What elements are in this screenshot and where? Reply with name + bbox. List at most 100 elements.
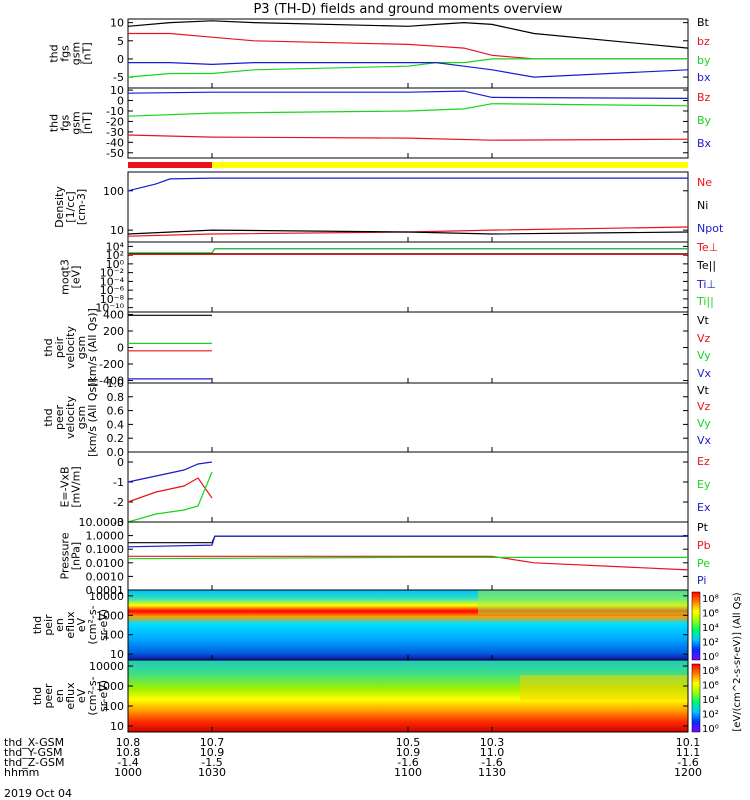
- xaxis-value: 10.3: [480, 736, 505, 749]
- legend-Pt: Pt: [697, 521, 709, 534]
- ytick-label: 0: [117, 456, 124, 469]
- ylabel: thdpeerenefluxeV(cm²-s-sr-eV): [31, 676, 110, 715]
- ytick-label: 200: [103, 325, 124, 338]
- ytick-label: 100: [103, 185, 124, 198]
- xaxis-value: 10.5: [396, 736, 421, 749]
- ytick-label: 1.0000: [86, 530, 125, 543]
- panel-10: 10000 1000 100 10thdpeerenefluxeV(cm²-s-sr-…: [31, 659, 689, 733]
- ytick-label: 1000: [96, 680, 124, 693]
- ytick-label: -20: [106, 115, 124, 128]
- ytick-label: -30: [106, 126, 124, 139]
- xaxis-value: -1.5: [201, 756, 222, 769]
- ytick-label: 10⁻⁸: [100, 293, 125, 306]
- colorbar-tick: 10²: [702, 638, 719, 649]
- series-Bx: [127, 90, 689, 99]
- legend-Pb: Pb: [697, 539, 711, 552]
- legend-By: By: [697, 114, 712, 127]
- legend-Ti⊥: Ti⊥: [696, 278, 716, 291]
- ytick-label: 10⁻²: [100, 267, 124, 280]
- ytick-label: 400: [103, 308, 124, 321]
- series-Pi: [127, 535, 688, 548]
- legend-Vx: Vx: [697, 367, 712, 380]
- xaxis-value: -1.6: [397, 756, 418, 769]
- legend-Ey: Ey: [697, 478, 711, 491]
- ytick-label: -1: [113, 476, 124, 489]
- xaxis-value: 1030: [198, 766, 226, 779]
- ytick-label: 0.0100: [86, 557, 125, 570]
- plot-title: P3 (TH-D) fields and ground moments over…: [253, 2, 562, 17]
- series-bx: [128, 61, 689, 78]
- legend-Vy: Vy: [697, 349, 711, 362]
- spectrogram-enhancement: [520, 675, 688, 700]
- colorbar-tick: 10⁶: [702, 609, 719, 620]
- xaxis-value: 1000: [114, 766, 142, 779]
- ytick-label: 0: [117, 342, 124, 355]
- ytick-label: 10⁻¹⁰: [95, 302, 124, 315]
- ytick-label: 0.0: [107, 446, 125, 459]
- colorbar-strip: [691, 663, 701, 733]
- ytick-label: 10: [110, 648, 124, 661]
- xaxis-value: 11.0: [480, 746, 505, 759]
- legend-bz: bz: [697, 35, 710, 48]
- series-Pb: [128, 555, 689, 571]
- legend-Ex: Ex: [697, 501, 711, 514]
- legend-Bz: Bz: [697, 91, 711, 104]
- ytick-label: -200: [99, 358, 124, 371]
- colorbar-tick: 10⁰: [702, 724, 719, 735]
- xaxis-value: 1130: [478, 766, 506, 779]
- legend-Ez: Ez: [697, 455, 710, 468]
- spectrogram-enhancement: [478, 590, 688, 615]
- legend-Pe: Pe: [697, 557, 710, 570]
- series-By: [127, 103, 689, 117]
- colorbar-tick: 10⁴: [702, 623, 719, 634]
- series-Bt: [127, 20, 689, 49]
- legend-Vz: Vz: [697, 400, 711, 413]
- legend-Npot: Npot: [697, 222, 724, 235]
- legend-Vt: Vt: [697, 384, 710, 397]
- xaxis-row-label: hhmm: [4, 766, 39, 779]
- ytick-label: 0: [117, 95, 124, 108]
- legend-Pi: Pi: [697, 574, 706, 587]
- ytick-label: 0.6: [107, 405, 125, 418]
- xaxis-value: 10.1: [676, 736, 701, 749]
- legend-Ti||: Ti||: [696, 295, 714, 308]
- ytick-label: 10000: [89, 590, 124, 603]
- ytick-label: 0.0010: [86, 570, 125, 583]
- xaxis-value: 1100: [394, 766, 422, 779]
- xaxis-value: -1.4: [117, 756, 138, 769]
- ytick-label: -2: [113, 496, 124, 509]
- ytick-label: -50: [106, 147, 124, 160]
- ytick-label: -5: [113, 71, 124, 84]
- ytick-label: 10⁰: [106, 258, 125, 271]
- ytick-label: -400: [99, 375, 124, 388]
- series-Npot: [127, 177, 688, 192]
- colorbar-tick: 10⁸: [702, 666, 719, 677]
- colorbar-tick: 10²: [702, 710, 719, 721]
- legend-Te||: Te||: [696, 259, 716, 272]
- panel-8: 10.00001.00000.10000.01000.00100.0001Pre…: [59, 516, 711, 597]
- legend-by: by: [697, 54, 711, 67]
- ylabel: thdfgsgsm[nT]: [48, 111, 94, 134]
- ytick-label: 10: [110, 84, 124, 97]
- series-Ni: [127, 229, 689, 235]
- legend-Vt: Vt: [697, 314, 710, 327]
- ytick-label: 10⁻⁴: [100, 275, 125, 288]
- xaxis-row-label: thd_X-GSM: [4, 736, 64, 749]
- ylabel: Density[1/cc][cm-3]: [53, 186, 88, 228]
- series-by: [127, 58, 688, 78]
- xaxis-row-label: thd_Z-GSM: [4, 756, 64, 769]
- colorbar-tick: 10⁴: [702, 695, 719, 706]
- ytick-label: 5: [117, 35, 124, 48]
- ytick-label: -40: [106, 136, 124, 149]
- ytick-label: 0: [117, 53, 124, 66]
- xaxis-value: -1.6: [481, 756, 502, 769]
- colorbar-label: [eV/(cm^2-s-sr-eV)] (All Qs): [732, 592, 743, 731]
- colorbar-strip: [691, 591, 701, 661]
- ytick-label: -10: [106, 105, 124, 118]
- xaxis-value: 10.7: [200, 736, 225, 749]
- series-Ey: [127, 471, 213, 523]
- series-Pe: [127, 556, 688, 560]
